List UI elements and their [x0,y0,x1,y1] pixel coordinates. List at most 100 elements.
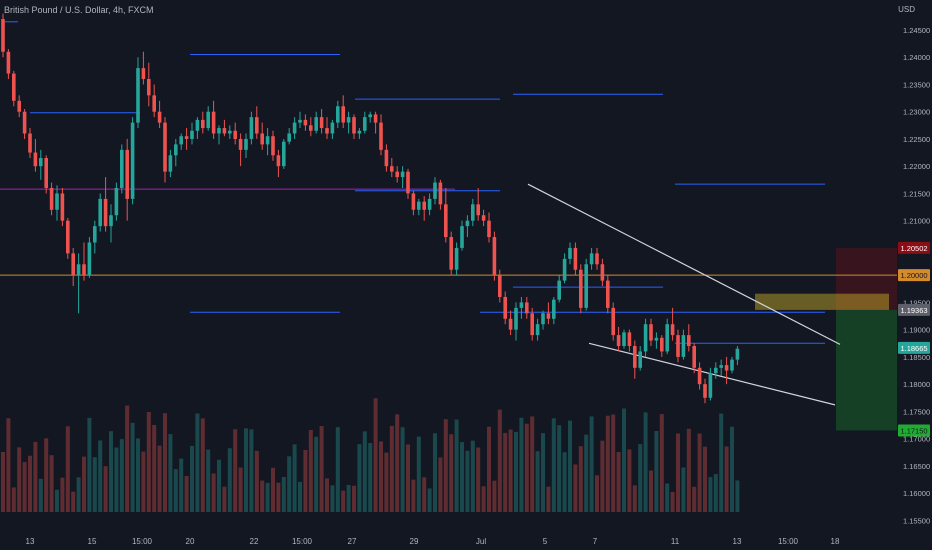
candle[interactable] [611,302,615,341]
candle[interactable] [471,198,475,227]
candle[interactable] [98,193,102,232]
horizontal-levels[interactable] [0,21,897,344]
candle[interactable] [109,204,113,243]
candle[interactable] [508,310,513,336]
candle[interactable] [93,220,97,254]
candle[interactable] [179,133,183,150]
candle[interactable] [222,119,227,137]
candle[interactable] [535,318,540,341]
candle[interactable] [163,117,167,183]
candle[interactable] [681,329,686,360]
candle[interactable] [152,84,156,118]
candle[interactable] [17,95,21,118]
candle[interactable] [87,237,92,278]
candle[interactable] [395,166,399,183]
candle[interactable] [487,212,491,243]
candle[interactable] [44,155,48,194]
candle[interactable] [373,111,378,134]
candle[interactable] [433,177,437,205]
candle[interactable] [465,215,470,238]
candle[interactable] [1,13,5,58]
candle[interactable] [638,346,642,371]
candle[interactable] [579,264,583,314]
candle[interactable] [557,275,561,303]
candle[interactable] [330,119,335,139]
candle[interactable] [49,182,54,216]
candle[interactable] [584,258,588,311]
candle[interactable] [714,362,718,379]
candle[interactable] [184,128,189,150]
candle[interactable] [417,198,421,216]
candle[interactable] [622,329,626,349]
candle[interactable] [71,247,75,287]
time-axis[interactable]: 13 15 15:00 20 22 15:00 27 29 Jul 5 7 11 13 15:00 18 [26,537,840,546]
candle[interactable] [568,242,572,265]
candle[interactable] [724,356,729,385]
zone-target[interactable] [836,309,897,431]
candle[interactable] [525,296,529,319]
candle[interactable] [595,247,599,270]
candle[interactable] [654,332,659,349]
candle[interactable] [697,362,702,390]
candle[interactable] [271,130,275,161]
candle[interactable] [363,111,367,134]
candle[interactable] [217,125,221,145]
candle[interactable] [28,128,32,159]
candle[interactable] [384,144,389,172]
candle[interactable] [498,269,502,303]
candle[interactable] [643,318,648,357]
candle[interactable] [379,114,383,156]
candle[interactable] [352,114,356,139]
candle[interactable] [147,62,151,107]
candle[interactable] [427,193,432,216]
candle[interactable] [287,128,291,145]
candle[interactable] [303,114,308,131]
candle[interactable] [552,296,556,325]
candle[interactable] [476,187,480,221]
candle[interactable] [411,190,416,216]
candle[interactable] [449,231,453,276]
candle[interactable] [589,247,594,270]
candle[interactable] [406,168,410,199]
candle[interactable] [730,356,734,374]
candle[interactable] [719,359,723,376]
candle[interactable] [649,318,653,347]
candle[interactable] [76,253,81,314]
candle[interactable] [519,296,524,319]
candle[interactable] [573,242,578,276]
candle[interactable] [492,231,497,281]
zone-stop[interactable] [836,247,897,310]
candle[interactable] [616,326,621,352]
candle[interactable] [211,100,216,139]
candle[interactable] [336,100,340,129]
candle[interactable] [670,307,675,341]
candle[interactable] [357,128,362,139]
candle[interactable] [292,117,297,139]
candle[interactable] [687,324,691,352]
candle[interactable] [514,302,518,341]
candle[interactable] [157,100,162,129]
candle[interactable] [627,329,632,352]
candle[interactable] [244,133,248,159]
candle[interactable] [735,346,740,366]
candle[interactable] [541,310,545,330]
candle[interactable] [319,108,324,134]
candle[interactable] [314,111,318,134]
candle[interactable] [692,343,696,374]
candle[interactable] [444,187,448,243]
candle[interactable] [22,108,27,139]
candle[interactable] [400,166,405,188]
candle[interactable] [6,49,11,80]
candle[interactable] [228,125,232,139]
candle[interactable] [39,149,43,180]
candle[interactable] [530,307,534,341]
candlestick-series[interactable] [1,13,740,404]
candle[interactable] [66,217,70,259]
candle[interactable] [665,318,669,355]
candle[interactable] [190,122,194,145]
symbol-title[interactable]: British Pound / U.S. Dollar, 4h, FXCM [4,5,154,15]
candle[interactable] [233,122,237,145]
candle[interactable] [206,106,210,131]
candle[interactable] [546,302,551,325]
